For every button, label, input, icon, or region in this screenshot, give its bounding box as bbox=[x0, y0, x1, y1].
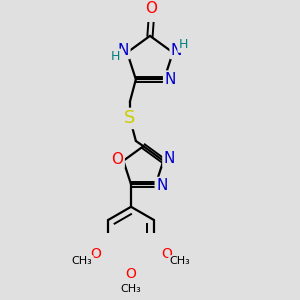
Text: N: N bbox=[118, 43, 129, 58]
Text: N: N bbox=[171, 43, 182, 58]
Text: H: H bbox=[179, 38, 188, 52]
Text: N: N bbox=[164, 72, 176, 87]
Text: S: S bbox=[124, 110, 136, 128]
Text: CH₃: CH₃ bbox=[169, 256, 190, 266]
Text: CH₃: CH₃ bbox=[72, 256, 93, 266]
Text: N: N bbox=[156, 178, 167, 193]
Text: O: O bbox=[111, 152, 123, 167]
Text: O: O bbox=[161, 247, 172, 261]
Text: H: H bbox=[110, 50, 120, 63]
Text: O: O bbox=[126, 267, 136, 281]
Text: O: O bbox=[146, 1, 158, 16]
Text: CH₃: CH₃ bbox=[121, 284, 141, 294]
Text: N: N bbox=[164, 151, 175, 166]
Text: O: O bbox=[90, 247, 101, 261]
